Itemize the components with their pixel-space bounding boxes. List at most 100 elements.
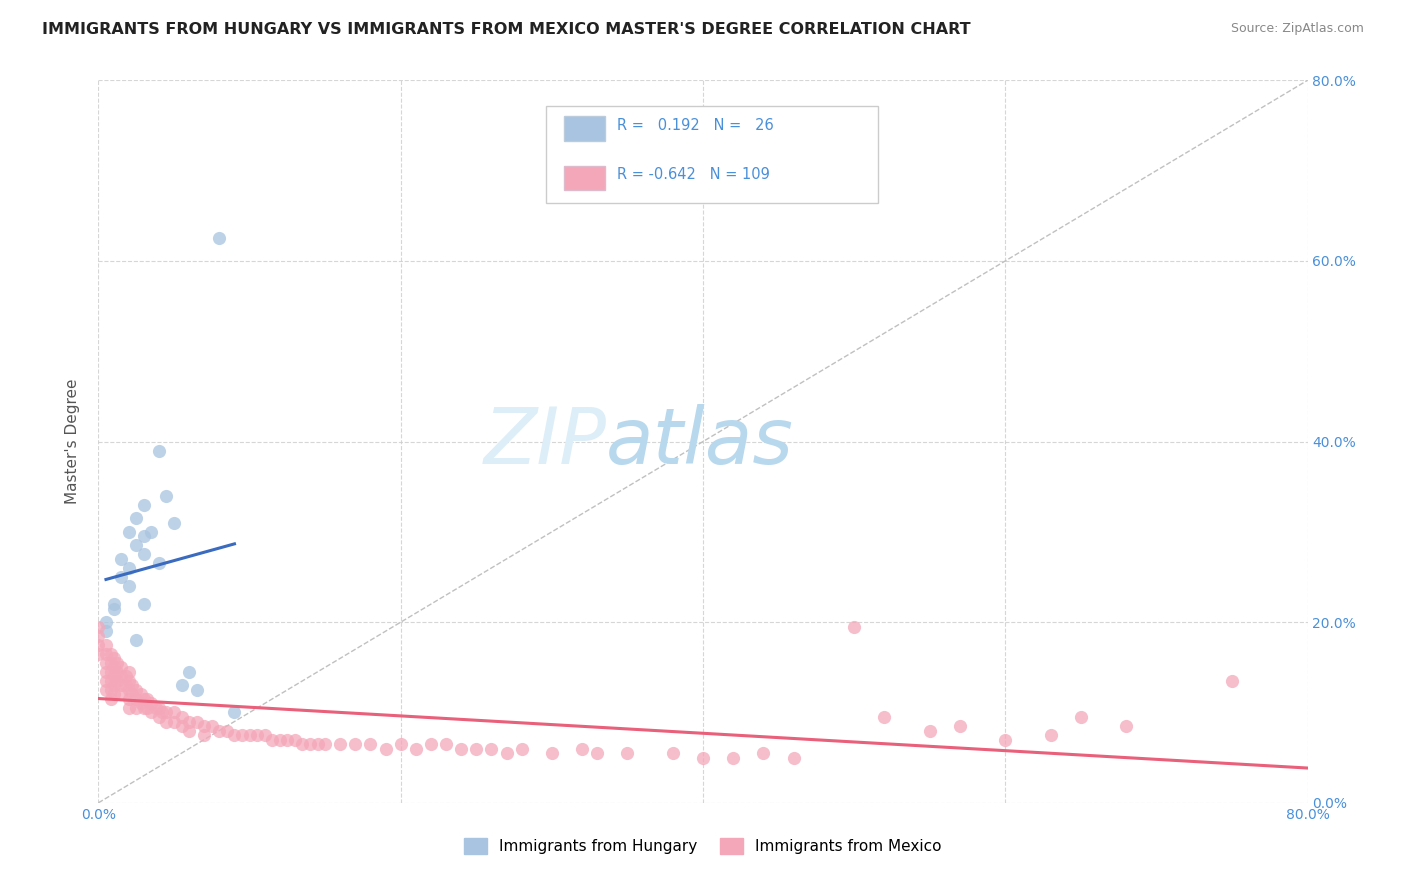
Point bbox=[141, 706, 163, 720]
Point bbox=[179, 665, 201, 679]
Point bbox=[110, 570, 132, 584]
Legend: Immigrants from Hungary, Immigrants from Mexico: Immigrants from Hungary, Immigrants from… bbox=[458, 832, 948, 860]
Point bbox=[125, 511, 148, 525]
Point bbox=[284, 732, 307, 747]
Point bbox=[201, 719, 224, 733]
Point bbox=[125, 692, 148, 706]
Point bbox=[94, 656, 117, 670]
Point bbox=[540, 746, 562, 760]
Point bbox=[94, 638, 117, 652]
Point bbox=[103, 651, 125, 665]
Point bbox=[129, 697, 152, 711]
Point bbox=[170, 710, 193, 724]
Point bbox=[118, 692, 141, 706]
Point bbox=[510, 741, 533, 756]
Point bbox=[132, 529, 155, 543]
Point bbox=[481, 741, 503, 756]
Point bbox=[103, 597, 125, 611]
Point bbox=[193, 728, 215, 742]
Point bbox=[103, 687, 125, 701]
Point bbox=[844, 620, 866, 634]
Point bbox=[94, 673, 117, 688]
Point bbox=[389, 737, 412, 751]
Point bbox=[103, 601, 125, 615]
Point bbox=[121, 687, 143, 701]
Point bbox=[246, 728, 269, 742]
Text: Source: ZipAtlas.com: Source: ZipAtlas.com bbox=[1230, 22, 1364, 36]
Point bbox=[434, 737, 457, 751]
Point bbox=[374, 741, 396, 756]
Text: IMMIGRANTS FROM HUNGARY VS IMMIGRANTS FROM MEXICO MASTER'S DEGREE CORRELATION CH: IMMIGRANTS FROM HUNGARY VS IMMIGRANTS FR… bbox=[42, 22, 970, 37]
Point bbox=[994, 732, 1017, 747]
Point bbox=[132, 692, 155, 706]
Point bbox=[186, 714, 208, 729]
Point bbox=[114, 669, 136, 683]
Point bbox=[360, 737, 382, 751]
Text: R = -0.642   N = 109: R = -0.642 N = 109 bbox=[617, 167, 770, 182]
Point bbox=[87, 638, 110, 652]
Point bbox=[125, 538, 148, 552]
Point bbox=[103, 660, 125, 674]
FancyBboxPatch shape bbox=[564, 117, 605, 141]
Point bbox=[179, 714, 201, 729]
Text: R =   0.192   N =   26: R = 0.192 N = 26 bbox=[617, 118, 773, 133]
Point bbox=[163, 516, 186, 530]
Point bbox=[155, 489, 177, 503]
Point bbox=[692, 750, 714, 764]
Point bbox=[103, 669, 125, 683]
Point bbox=[118, 561, 141, 575]
Point bbox=[163, 706, 186, 720]
Point bbox=[118, 682, 141, 697]
Point bbox=[100, 692, 122, 706]
Point bbox=[118, 524, 141, 539]
Point bbox=[465, 741, 488, 756]
Point bbox=[723, 750, 745, 764]
Point bbox=[132, 548, 155, 562]
Point bbox=[208, 723, 231, 738]
Text: ZIP: ZIP bbox=[484, 403, 606, 480]
Point bbox=[94, 647, 117, 661]
Point bbox=[253, 728, 276, 742]
Point bbox=[239, 728, 262, 742]
Point bbox=[94, 615, 117, 630]
Point bbox=[208, 231, 231, 245]
Point bbox=[1115, 719, 1137, 733]
Point bbox=[450, 741, 472, 756]
Point bbox=[269, 732, 291, 747]
Point bbox=[94, 665, 117, 679]
Point bbox=[129, 687, 152, 701]
FancyBboxPatch shape bbox=[546, 105, 879, 203]
Point bbox=[87, 620, 110, 634]
Point bbox=[186, 682, 208, 697]
Point bbox=[155, 706, 177, 720]
Point bbox=[405, 741, 427, 756]
Point bbox=[752, 746, 775, 760]
Point bbox=[224, 706, 246, 720]
Point bbox=[118, 665, 141, 679]
Point bbox=[299, 737, 322, 751]
Point bbox=[110, 678, 132, 692]
Point bbox=[87, 647, 110, 661]
Point bbox=[118, 579, 141, 593]
Point bbox=[110, 552, 132, 566]
Point bbox=[224, 728, 246, 742]
Point bbox=[170, 678, 193, 692]
Point bbox=[231, 728, 253, 742]
Point bbox=[110, 660, 132, 674]
Point bbox=[291, 737, 314, 751]
Point bbox=[783, 750, 806, 764]
Point bbox=[193, 719, 215, 733]
Point bbox=[307, 737, 329, 751]
Point bbox=[616, 746, 638, 760]
Point bbox=[215, 723, 238, 738]
FancyBboxPatch shape bbox=[564, 166, 605, 190]
Point bbox=[125, 633, 148, 648]
Point bbox=[949, 719, 972, 733]
Point bbox=[918, 723, 941, 738]
Point bbox=[105, 656, 128, 670]
Point bbox=[148, 557, 170, 571]
Point bbox=[105, 665, 128, 679]
Point bbox=[344, 737, 367, 751]
Point bbox=[1220, 673, 1243, 688]
Point bbox=[145, 701, 167, 715]
